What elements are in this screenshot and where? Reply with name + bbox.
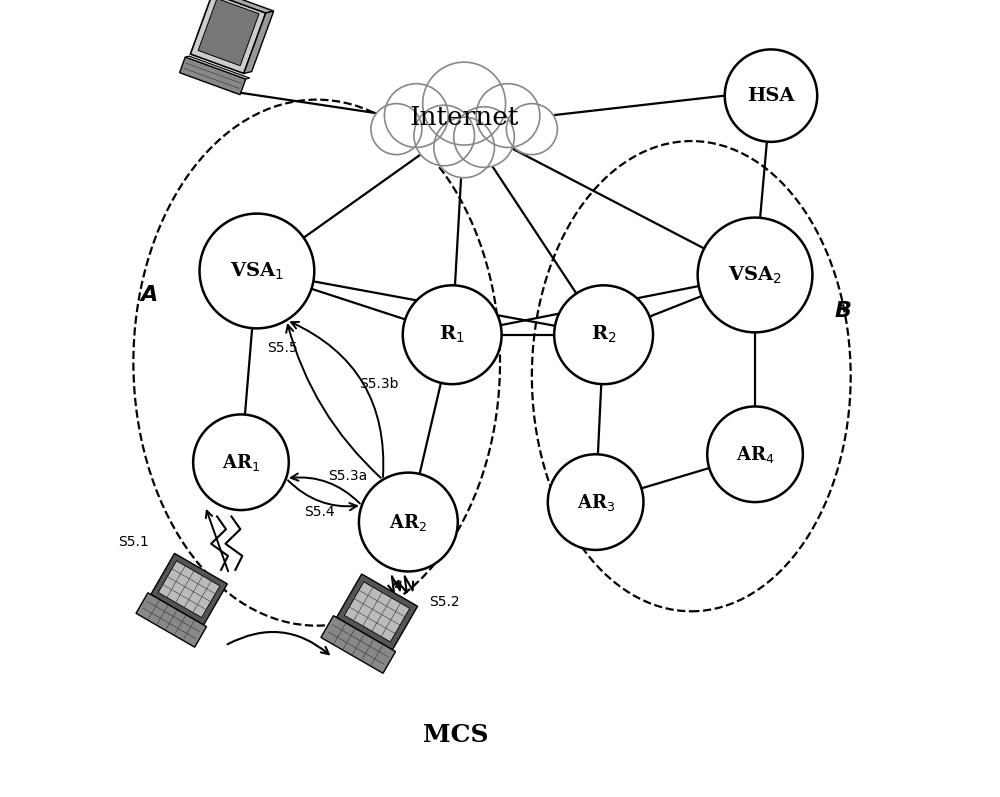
Text: AR$_1$: AR$_1$ [222,452,260,473]
Polygon shape [321,615,396,673]
Text: R$_1$: R$_1$ [439,324,465,345]
Polygon shape [244,11,274,73]
Circle shape [193,414,289,510]
Text: A: A [141,285,158,305]
Polygon shape [136,593,207,647]
Text: AR$_3$: AR$_3$ [577,492,615,512]
Circle shape [725,49,817,142]
Circle shape [434,117,494,178]
Text: HSA: HSA [747,87,795,104]
Circle shape [454,107,514,167]
Polygon shape [180,57,246,95]
Circle shape [506,104,557,155]
Circle shape [200,214,314,328]
Polygon shape [185,56,250,79]
Circle shape [403,285,502,384]
Polygon shape [190,0,266,73]
Circle shape [476,84,540,147]
Text: S5.4: S5.4 [305,505,335,519]
Polygon shape [151,553,227,625]
Text: AR$_2$: AR$_2$ [389,512,427,532]
Text: S5.3a: S5.3a [328,469,367,483]
Text: S5.3b: S5.3b [359,377,398,391]
Text: S5.2: S5.2 [429,595,460,609]
Text: B: B [834,300,851,321]
Text: VSA$_2$: VSA$_2$ [728,265,782,285]
Polygon shape [337,574,418,650]
Circle shape [359,473,458,571]
Circle shape [548,454,643,550]
Text: S5.1: S5.1 [118,535,149,549]
Polygon shape [198,0,259,65]
Circle shape [698,218,812,332]
Circle shape [554,285,653,384]
Circle shape [414,105,474,166]
Polygon shape [212,0,274,13]
Text: AR$_4$: AR$_4$ [736,444,774,465]
Circle shape [384,84,448,147]
Text: Internet: Internet [409,104,519,130]
Text: S5.5: S5.5 [268,341,298,355]
Circle shape [423,62,506,145]
Text: MCS: MCS [423,723,489,747]
Text: VSA$_1$: VSA$_1$ [230,261,284,281]
Circle shape [371,104,422,155]
Text: R$_2$: R$_2$ [591,324,616,345]
Circle shape [707,406,803,502]
Polygon shape [158,561,220,618]
Polygon shape [344,582,410,642]
